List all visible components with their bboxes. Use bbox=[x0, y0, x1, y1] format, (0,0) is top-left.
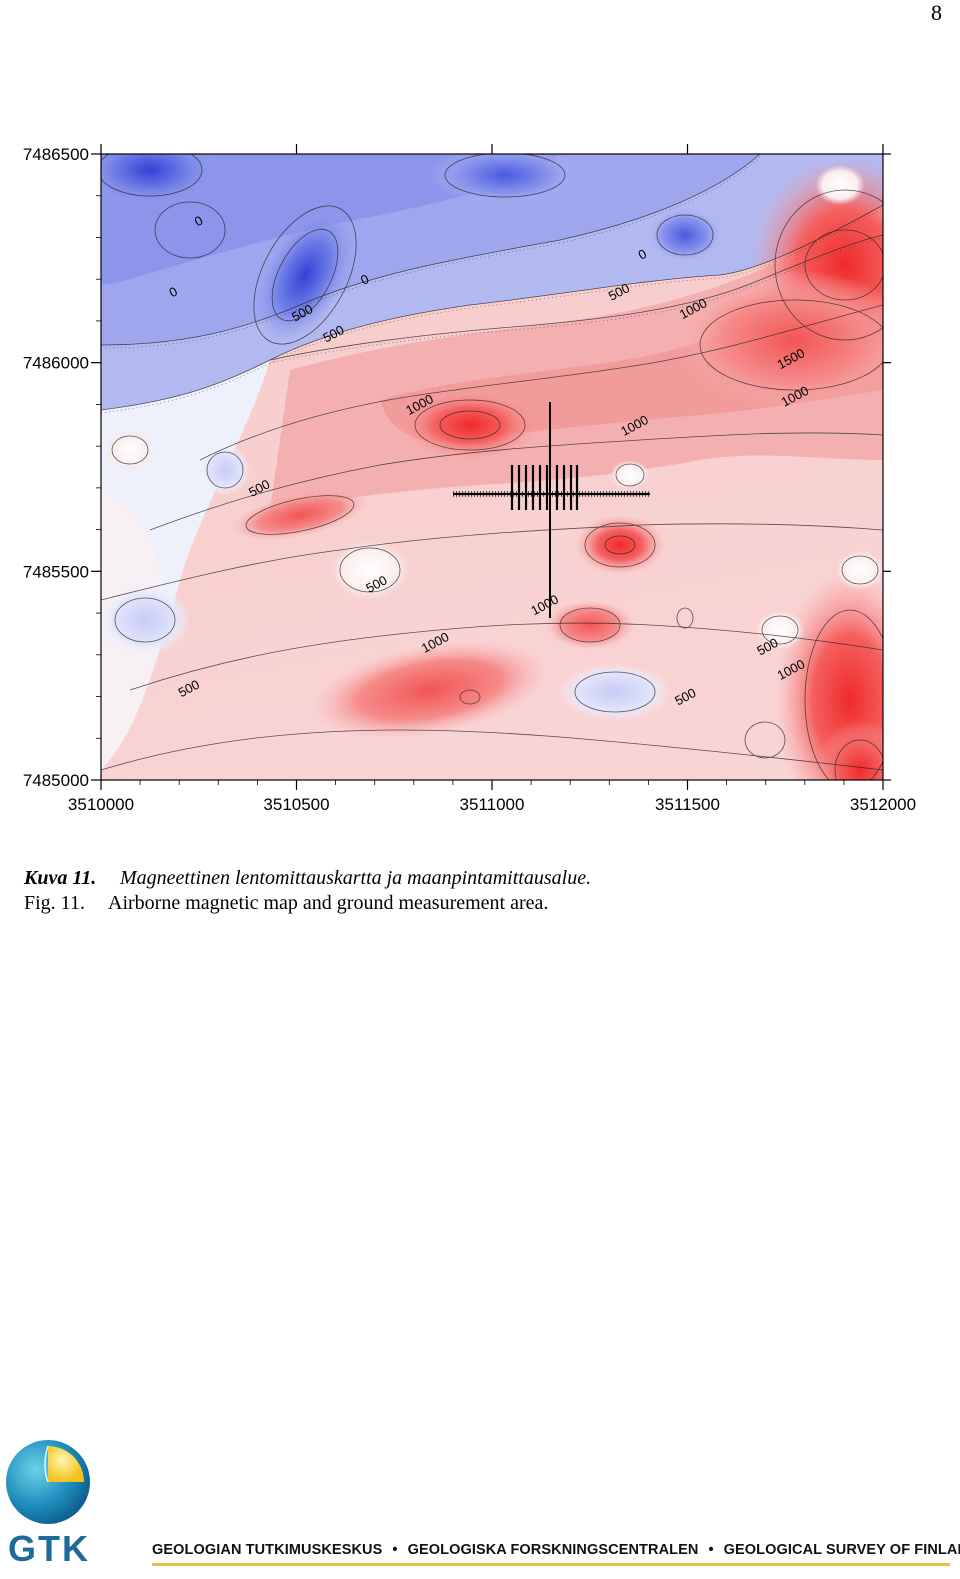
gtk-logo-icon bbox=[6, 1440, 90, 1524]
gtk-logo-text: GTK bbox=[8, 1528, 90, 1569]
caption-fi-text: Magneettinen lentomittauskartta ja maanp… bbox=[120, 867, 592, 889]
caption-finnish: Kuva 11. Magneettinen lentomittauskartta … bbox=[24, 866, 591, 891]
magnetic-map: 0050050000500100015001000100010005005001… bbox=[23, 144, 916, 814]
map-field: 0050050000500100015001000100010005005001… bbox=[101, 154, 883, 780]
x-tick-label: 3511500 bbox=[655, 795, 720, 814]
caption-fi-label: Kuva 11. bbox=[24, 867, 97, 889]
x-axis: 3510000 3510500 3511000 3511500 3512000 bbox=[68, 144, 916, 814]
org-name-english: GEOLOGICAL SURVEY OF FINLAND bbox=[723, 1542, 960, 1558]
x-tick-label: 3512000 bbox=[850, 795, 916, 814]
org-name-finnish: GEOLOGIAN TUTKIMUSKESKUS bbox=[152, 1542, 383, 1558]
footer-organization-names: GEOLOGIAN TUTKIMUSKESKUS • GEOLOGISKA FORS… bbox=[152, 1542, 960, 1558]
ground-measurement-area bbox=[453, 402, 650, 618]
footer-underline bbox=[152, 1563, 950, 1566]
magnetic-map-figure: 0 0 500 500 0 0 500 1000 1500 1000 1000 1000 500 500 1… bbox=[0, 130, 960, 830]
separator-dot-icon: • bbox=[708, 1542, 714, 1558]
figure-caption: Kuva 11. Magneettinen lentomittauskartta … bbox=[24, 866, 591, 916]
y-tick-label: 7486000 bbox=[23, 354, 89, 373]
page-footer bbox=[0, 1438, 960, 1579]
y-tick-label: 7485500 bbox=[23, 562, 89, 581]
y-axis: 7486500 7486000 7485500 7485000 bbox=[23, 145, 891, 790]
x-tick-label: 3511000 bbox=[460, 795, 525, 814]
page-number: 8 bbox=[931, 0, 942, 25]
caption-en-label: Fig. 11. bbox=[24, 892, 85, 914]
caption-english: Fig. 11. Airborne magnetic map and ground… bbox=[24, 891, 591, 916]
x-tick-label: 3510000 bbox=[68, 795, 134, 814]
y-tick-label: 7485000 bbox=[23, 771, 89, 790]
x-tick-label: 3510500 bbox=[263, 795, 329, 814]
org-name-swedish: GEOLOGISKA FORSKNINGSCENTRALEN bbox=[407, 1542, 699, 1558]
caption-en-text: Airborne magnetic map and ground measure… bbox=[108, 892, 549, 914]
separator-dot-icon: • bbox=[392, 1542, 398, 1558]
y-tick-label: 7486500 bbox=[23, 145, 89, 164]
